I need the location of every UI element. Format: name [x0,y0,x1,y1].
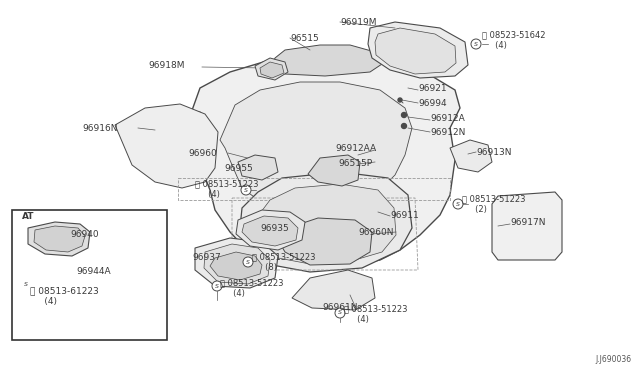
Text: S: S [338,311,342,315]
Polygon shape [308,155,360,186]
Polygon shape [260,62,284,78]
Polygon shape [220,82,412,212]
Polygon shape [272,45,385,76]
Polygon shape [115,104,218,188]
Text: 96919M: 96919M [340,17,376,26]
Text: S: S [246,260,250,264]
Polygon shape [242,216,298,246]
Text: AT: AT [22,212,35,221]
Polygon shape [204,244,270,284]
Polygon shape [450,140,492,172]
Text: Ⓢ 08513-51223
     (2): Ⓢ 08513-51223 (2) [462,194,525,214]
Text: 96921: 96921 [418,83,447,93]
Polygon shape [236,210,305,250]
Circle shape [335,308,345,318]
Polygon shape [368,22,468,78]
Circle shape [401,112,406,118]
Text: Ⓢ 08513-51223
     (4): Ⓢ 08513-51223 (4) [195,179,259,199]
Text: Ⓢ 08513-61223
     (4): Ⓢ 08513-61223 (4) [30,286,99,306]
Text: S: S [456,202,460,206]
Circle shape [243,257,253,267]
Text: 96917N: 96917N [510,218,545,227]
Text: 96911: 96911 [390,211,419,219]
Polygon shape [492,192,562,260]
Text: 96960N: 96960N [358,228,394,237]
Text: Ⓢ 08523-51642
     (4): Ⓢ 08523-51642 (4) [482,30,545,50]
Polygon shape [185,55,460,268]
Circle shape [471,39,481,49]
Text: 96912A: 96912A [430,113,465,122]
Polygon shape [375,28,456,74]
Polygon shape [210,252,262,280]
Circle shape [453,199,463,209]
Circle shape [398,98,402,102]
Polygon shape [240,172,412,272]
Text: 96940: 96940 [70,230,99,238]
Text: 96916N: 96916N [82,124,118,132]
Circle shape [49,282,54,286]
Text: 96912AA: 96912AA [335,144,376,153]
Polygon shape [238,155,278,180]
Text: S: S [244,187,248,192]
Text: Ⓢ 08513-51223
     (8): Ⓢ 08513-51223 (8) [252,252,316,272]
Text: S: S [215,283,219,289]
Text: 96912N: 96912N [430,128,465,137]
Circle shape [241,185,251,195]
Text: 96918M: 96918M [148,61,184,70]
Text: 96935: 96935 [260,224,289,232]
Text: J.J690036: J.J690036 [596,355,632,364]
Polygon shape [34,226,85,252]
Text: S: S [24,282,28,288]
Text: S: S [474,42,478,46]
Text: Ⓢ 08513-51223
     (4): Ⓢ 08513-51223 (4) [220,278,284,298]
Text: 96944A: 96944A [76,267,111,276]
Text: 96955: 96955 [224,164,253,173]
Circle shape [21,280,31,290]
Polygon shape [28,222,90,256]
Polygon shape [255,58,288,80]
Polygon shape [292,270,375,310]
Polygon shape [255,184,396,264]
Text: 96961N: 96961N [322,302,358,311]
Text: Ⓢ 08513-51223
     (4): Ⓢ 08513-51223 (4) [344,304,408,324]
Text: 96994: 96994 [418,99,447,108]
Text: 96515: 96515 [290,33,319,42]
Text: 96913N: 96913N [476,148,511,157]
Polygon shape [130,108,210,178]
Bar [12,210,167,340]
Text: 96937: 96937 [192,253,221,262]
Circle shape [212,281,222,291]
Circle shape [70,270,74,274]
Polygon shape [195,238,278,288]
Text: 96960: 96960 [188,148,217,157]
Text: 96515P: 96515P [338,158,372,167]
Polygon shape [278,218,372,265]
Circle shape [401,124,406,128]
